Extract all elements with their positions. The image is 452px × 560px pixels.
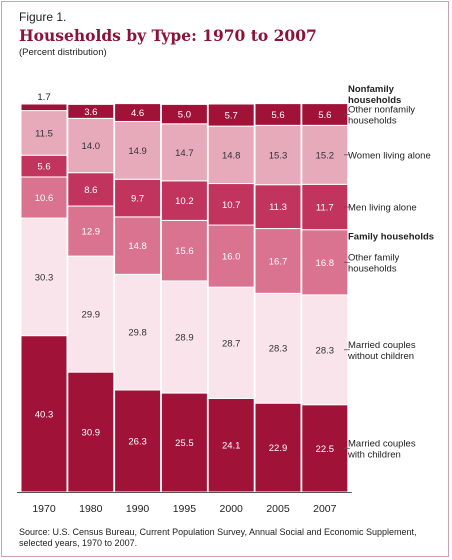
data-label-1990-2: 14.8 — [128, 241, 147, 252]
bar-segment-1980-5 — [67, 103, 115, 119]
legend-item-4: Women living alone — [348, 150, 431, 161]
data-label-2007-4: 15.2 — [316, 150, 335, 161]
x-tick-label-1990: 1990 — [126, 503, 150, 515]
bar-segment-1990-5 — [114, 103, 162, 122]
data-label-2007-1: 28.3 — [316, 345, 335, 356]
data-label-2007-5: 5.6 — [318, 110, 331, 121]
bar-segment-2000-1 — [207, 286, 255, 399]
x-tick-label-2005: 2005 — [266, 503, 290, 515]
data-label-1990-3: 9.7 — [131, 194, 144, 205]
legend-item-3: Men living alone — [348, 203, 417, 214]
data-label-1995-4: 14.7 — [175, 148, 194, 159]
bar-segment-2000-4 — [207, 125, 255, 185]
source-note: Source: U.S. Census Bureau, Current Popu… — [19, 527, 417, 548]
legend-item-2: Other family households — [348, 252, 399, 274]
data-label-1970-5: 1.7 — [37, 92, 50, 103]
legend-heading-0: Nonfamily households — [348, 84, 401, 106]
data-label-1970-1: 30.3 — [35, 272, 54, 283]
bar-segment-2005-0 — [254, 402, 302, 493]
bar-segment-1995-3 — [160, 180, 208, 221]
x-tick-label-1980: 1980 — [79, 503, 103, 515]
data-label-2000-5: 5.7 — [225, 111, 238, 122]
bar-segment-2007-0 — [301, 404, 349, 493]
data-label-2005-0: 22.9 — [269, 443, 288, 454]
bar-segment-2000-3 — [207, 183, 255, 226]
data-label-1990-4: 14.9 — [128, 146, 147, 157]
data-label-2000-0: 24.1 — [222, 441, 241, 452]
data-label-1980-5: 3.6 — [84, 107, 97, 118]
bar-segment-1995-4 — [160, 123, 208, 182]
legend-item-1: Married couples without children — [347, 340, 416, 362]
bar-segment-1990-3 — [114, 178, 162, 218]
data-label-1995-0: 25.5 — [175, 438, 194, 449]
bar-segment-1970-0 — [20, 335, 68, 493]
data-label-1980-0: 30.9 — [82, 428, 101, 439]
bar-segment-2000-5 — [207, 103, 255, 127]
data-label-2005-5: 5.6 — [271, 110, 284, 121]
bar-segment-1995-5 — [160, 103, 208, 125]
bar-segment-2005-2 — [254, 228, 302, 294]
data-label-1980-2: 12.9 — [82, 227, 101, 238]
bar-segment-1980-3 — [67, 172, 115, 207]
bar-segment-2005-5 — [254, 103, 302, 126]
bar-segment-2007-4 — [301, 124, 349, 185]
data-label-1995-5: 5.0 — [178, 110, 191, 121]
data-label-1980-1: 29.9 — [82, 310, 101, 321]
data-label-2000-4: 14.8 — [222, 150, 241, 161]
bar-segment-1990-1 — [114, 273, 162, 391]
legend-heading-1: Family households — [348, 232, 434, 243]
legend-item-0: Married couples with children — [347, 438, 416, 460]
x-tick-label-2007: 2007 — [313, 503, 337, 515]
data-label-2000-2: 16.0 — [222, 252, 241, 263]
x-tick-label-1995: 1995 — [173, 503, 197, 515]
chart-title: Households by Type: 1970 to 2007 — [19, 26, 317, 45]
data-label-1990-0: 26.3 — [128, 436, 147, 447]
data-label-2007-2: 16.8 — [316, 258, 335, 269]
bar-segment-2005-1 — [254, 292, 302, 404]
data-label-1995-3: 10.2 — [175, 196, 194, 207]
data-label-2005-2: 16.7 — [269, 256, 288, 267]
data-label-2007-0: 22.5 — [316, 444, 335, 455]
data-label-1980-3: 8.6 — [84, 185, 97, 196]
data-label-2005-3: 11.3 — [269, 202, 287, 213]
data-label-1995-2: 15.6 — [175, 246, 194, 257]
data-label-2005-1: 28.3 — [269, 344, 288, 355]
bar-segment-2007-2 — [301, 229, 349, 296]
bar-segment-1980-4 — [67, 117, 115, 174]
data-label-1970-3: 5.6 — [37, 162, 50, 173]
data-label-2007-3: 11.7 — [316, 203, 334, 214]
x-tick-label-1970: 1970 — [32, 503, 56, 515]
bar-segment-1980-0 — [67, 371, 115, 493]
data-label-2000-3: 10.7 — [222, 200, 241, 211]
bar-segment-1995-0 — [160, 392, 208, 493]
x-tick-label-2000: 2000 — [220, 503, 244, 515]
data-label-1970-0: 40.3 — [35, 409, 54, 420]
data-label-2000-1: 28.7 — [222, 338, 241, 349]
data-label-1990-1: 29.8 — [128, 328, 147, 339]
data-label-1970-2: 10.6 — [35, 193, 54, 204]
bar-segment-1995-1 — [160, 280, 208, 394]
data-label-2005-4: 15.3 — [269, 151, 288, 162]
figure-label: Figure 1. — [19, 10, 67, 24]
data-label-1990-5: 4.6 — [131, 108, 144, 119]
bar-segment-1970-1 — [20, 217, 68, 337]
bar-segment-1995-2 — [160, 219, 208, 282]
data-label-1995-1: 28.9 — [175, 332, 194, 343]
chart-subtitle: (Percent distribution) — [19, 47, 107, 58]
bar-segment-1990-2 — [114, 216, 162, 275]
bar-segment-1990-0 — [114, 389, 162, 493]
data-label-1970-4: 11.5 — [35, 128, 53, 139]
legend-item-5: Other nonfamily households — [348, 104, 415, 126]
bar-segment-1970-5 — [20, 103, 68, 112]
bar-segment-2000-2 — [207, 224, 255, 288]
data-label-1980-4: 14.0 — [82, 141, 101, 152]
